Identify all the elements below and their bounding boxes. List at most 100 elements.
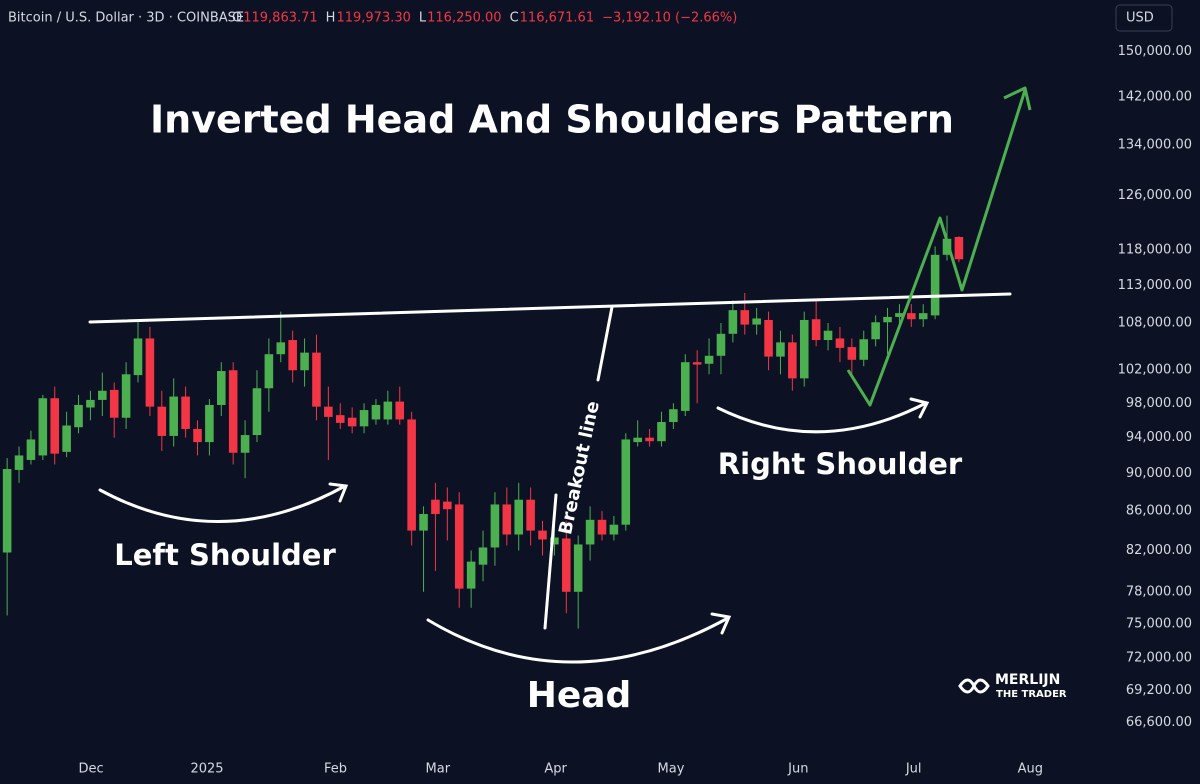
y-tick-label: 75,000.00 xyxy=(1126,617,1192,632)
candle-body xyxy=(657,422,666,442)
candle-body xyxy=(86,399,95,408)
candle-body xyxy=(645,437,654,442)
change: −3,192.10 (−2.66%) xyxy=(602,11,737,26)
candle-body xyxy=(431,499,440,515)
candle-body xyxy=(324,406,333,417)
x-tick-label: Jul xyxy=(905,762,922,777)
candle-body xyxy=(98,390,107,400)
x-tick-label: Aug xyxy=(1018,762,1043,777)
x-tick-label: Feb xyxy=(324,762,347,777)
y-tick-label: 72,000.00 xyxy=(1126,650,1192,665)
ohlc-label: H xyxy=(326,11,336,26)
candle-body xyxy=(669,409,678,423)
y-tick-label: 142,000.00 xyxy=(1118,90,1192,105)
ohlc-value: 119,973.30 xyxy=(336,11,410,26)
y-tick-label: 108,000.00 xyxy=(1118,316,1192,331)
candle-body xyxy=(288,340,297,371)
candle-body xyxy=(217,371,226,405)
candle-body xyxy=(240,435,250,453)
candle-body xyxy=(466,561,476,589)
candle-body xyxy=(871,322,880,340)
head-label: Head xyxy=(527,675,632,716)
candle-body xyxy=(312,352,321,407)
y-tick-label: 150,000.00 xyxy=(1118,44,1192,59)
y-tick-label: 90,000.00 xyxy=(1126,466,1192,481)
x-tick-label: 2025 xyxy=(190,762,223,777)
y-tick-label: 94,000.00 xyxy=(1126,430,1192,445)
candle-body xyxy=(538,530,547,540)
candle-body xyxy=(26,439,36,460)
y-tick-label: 86,000.00 xyxy=(1126,504,1192,519)
breakout-pointer xyxy=(543,305,614,630)
candle-body xyxy=(454,504,464,589)
candle-body xyxy=(752,318,761,325)
y-tick-label: 82,000.00 xyxy=(1126,543,1192,558)
candle-body xyxy=(193,428,202,443)
ohlc-value: 116,250.00 xyxy=(427,11,501,26)
candle-body xyxy=(419,514,428,531)
ohlc-label: C xyxy=(510,11,519,26)
candle-body xyxy=(562,538,571,592)
y-tick-label: 98,000.00 xyxy=(1126,396,1192,411)
ohlc-value: 116,671.61 xyxy=(520,11,594,26)
x-tick-label: Apr xyxy=(544,762,567,777)
candle-body xyxy=(121,374,131,418)
y-tick-label: 126,000.00 xyxy=(1118,188,1192,203)
candle-body xyxy=(74,404,83,428)
candle-body xyxy=(228,370,238,453)
right-label: Right Shoulder xyxy=(718,447,963,481)
candle-body xyxy=(157,406,167,436)
currency[interactable]: USD xyxy=(1126,11,1154,26)
candle-body xyxy=(300,352,309,371)
ohlc: O 119,863.71 H 119,973.30 L 116,250.00 C 116,67… xyxy=(232,11,737,26)
candle-body xyxy=(883,316,892,323)
y-tick-label: 134,000.00 xyxy=(1118,137,1192,152)
candle-body xyxy=(526,499,535,531)
head-arc xyxy=(426,612,732,664)
candle-body xyxy=(621,439,631,525)
candle-body xyxy=(597,519,607,535)
candle-body xyxy=(764,319,773,357)
candle-body xyxy=(811,319,821,341)
candle-body xyxy=(14,455,24,470)
candle-body xyxy=(145,338,155,407)
candle-body xyxy=(50,398,60,454)
ohlc-label: L xyxy=(419,11,427,26)
candle-body xyxy=(788,342,797,379)
y-tick-label: 66,600.00 xyxy=(1126,715,1192,730)
right-arc xyxy=(716,397,930,434)
currency-box[interactable] xyxy=(1115,4,1173,32)
candle-body xyxy=(395,401,405,420)
candle-body xyxy=(335,415,345,423)
x-tick-label: Dec xyxy=(79,762,104,777)
left-arc xyxy=(98,482,349,524)
candle-body xyxy=(716,333,726,356)
candle-body xyxy=(264,354,274,389)
candle-body xyxy=(169,396,178,436)
candle-body xyxy=(585,519,595,545)
candle-body xyxy=(347,417,357,427)
candle-body xyxy=(633,437,642,443)
candle-body xyxy=(704,355,714,364)
y-tick-label: 113,000.00 xyxy=(1118,278,1192,293)
y-tick-label: 69,200.00 xyxy=(1126,683,1192,698)
candle-body xyxy=(573,544,583,592)
candle-body xyxy=(835,338,845,348)
candle-body xyxy=(383,401,393,420)
candle-body xyxy=(776,342,785,357)
candle-body xyxy=(109,389,119,418)
logo-line2: THE TRADER xyxy=(996,689,1067,700)
logo-line1: MERLIJN xyxy=(995,672,1060,688)
plot xyxy=(2,215,964,629)
candle-body xyxy=(692,362,702,365)
candle-body xyxy=(181,396,190,429)
candle-body xyxy=(490,504,500,548)
candle-body xyxy=(407,419,416,531)
candle-body xyxy=(895,313,904,317)
candle-body xyxy=(550,537,559,545)
candle-body xyxy=(740,310,750,325)
candle-body xyxy=(133,338,143,376)
candle-body xyxy=(276,342,286,355)
